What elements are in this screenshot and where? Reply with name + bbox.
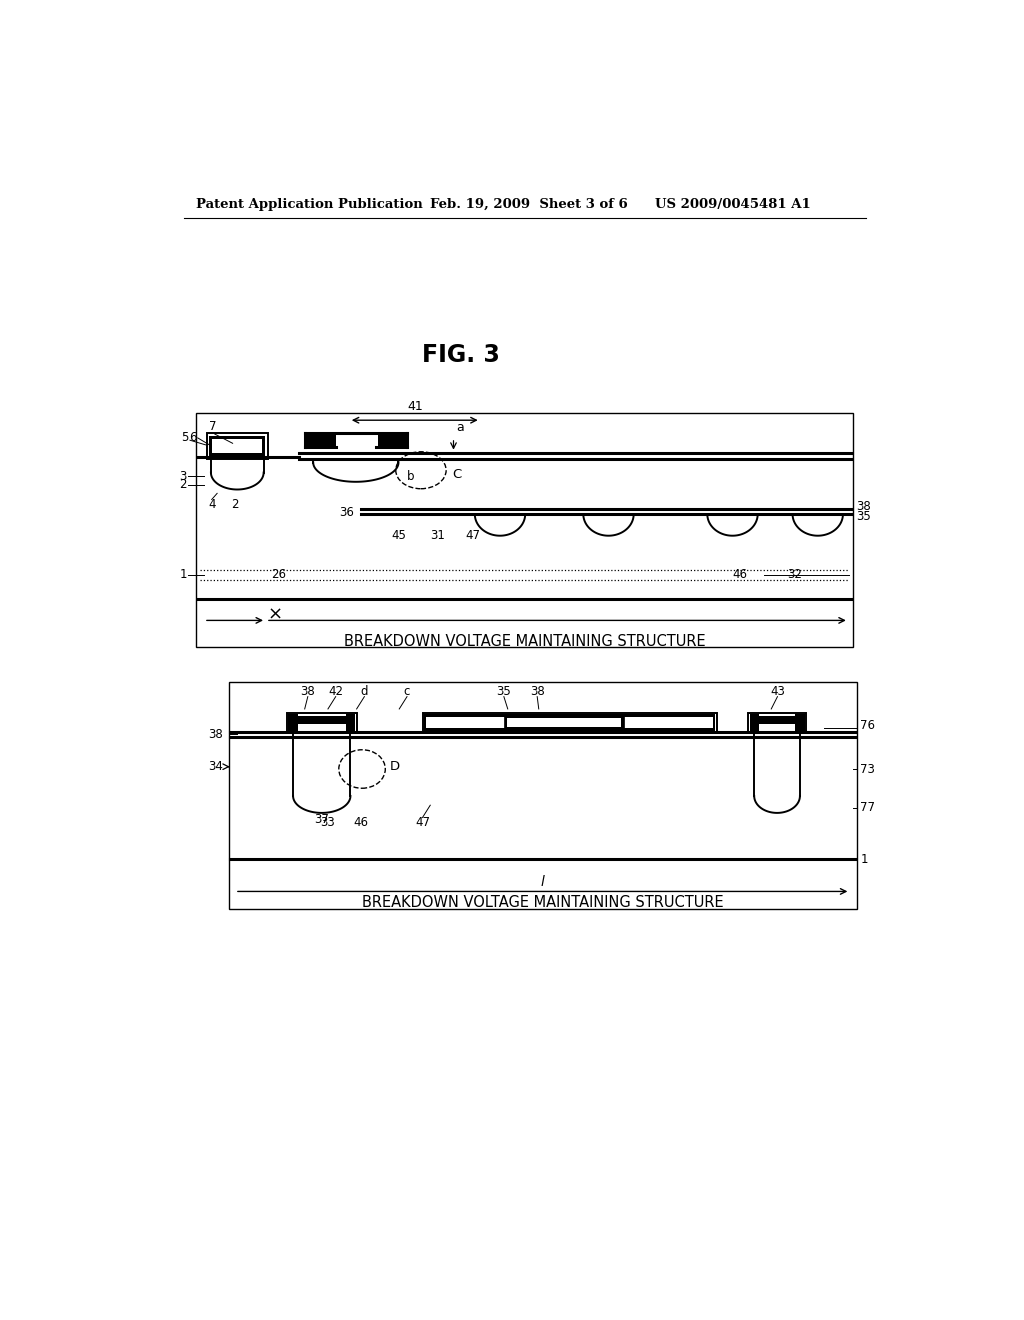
Bar — [346, 714, 355, 730]
Bar — [424, 714, 716, 730]
Text: 73: 73 — [860, 763, 876, 776]
Text: 37: 37 — [314, 813, 329, 825]
Text: 46: 46 — [733, 569, 748, 582]
Text: 34: 34 — [208, 760, 222, 774]
Text: 42: 42 — [329, 685, 343, 698]
Bar — [426, 717, 713, 729]
Bar — [507, 718, 621, 726]
Bar — [504, 715, 624, 730]
Text: C: C — [452, 467, 461, 480]
Text: 7: 7 — [209, 420, 217, 433]
Text: 4: 4 — [208, 499, 215, 511]
Text: Patent Application Publication: Patent Application Publication — [197, 198, 423, 211]
Bar — [287, 713, 356, 733]
Bar — [381, 437, 400, 446]
Text: 2: 2 — [179, 478, 187, 491]
Bar — [748, 713, 806, 733]
Text: 77: 77 — [860, 801, 876, 814]
Text: ×: × — [267, 606, 283, 623]
Text: 38: 38 — [208, 727, 222, 741]
Text: 32: 32 — [787, 569, 802, 582]
Bar — [796, 714, 805, 730]
Text: 36: 36 — [339, 506, 354, 519]
Text: a: a — [457, 421, 464, 434]
Bar — [759, 715, 796, 723]
Bar — [197, 413, 853, 647]
Text: 26: 26 — [271, 569, 287, 582]
Text: 43: 43 — [770, 685, 784, 698]
Bar — [423, 713, 717, 733]
Text: FIG. 3: FIG. 3 — [422, 343, 500, 367]
Text: 6: 6 — [188, 430, 197, 444]
Bar — [207, 433, 267, 459]
Text: 2: 2 — [231, 499, 239, 511]
Text: 35: 35 — [497, 685, 511, 698]
Text: 46: 46 — [353, 816, 368, 829]
Text: 1: 1 — [179, 569, 187, 582]
Bar — [298, 715, 346, 723]
Text: US 2009/0045481 A1: US 2009/0045481 A1 — [655, 198, 811, 211]
Bar — [750, 714, 759, 730]
Text: 47: 47 — [465, 529, 480, 543]
Text: 5: 5 — [181, 430, 188, 444]
Text: 1: 1 — [860, 853, 868, 866]
Bar — [209, 436, 265, 457]
Text: 38: 38 — [856, 500, 871, 513]
Text: BREAKDOWN VOLTAGE MAINTAINING STRUCTURE: BREAKDOWN VOLTAGE MAINTAINING STRUCTURE — [361, 895, 723, 911]
Text: 38: 38 — [529, 685, 545, 698]
Text: D: D — [390, 760, 400, 774]
Text: 35: 35 — [856, 510, 871, 523]
Text: 76: 76 — [860, 719, 876, 733]
Bar — [228, 682, 856, 909]
Bar — [311, 437, 331, 446]
Text: c: c — [403, 685, 411, 698]
Text: 47: 47 — [415, 816, 430, 829]
Text: 31: 31 — [430, 529, 445, 543]
Text: 45: 45 — [392, 529, 407, 543]
Text: 38: 38 — [300, 685, 315, 698]
Text: l: l — [541, 875, 545, 890]
Bar — [289, 714, 298, 730]
Text: 41: 41 — [407, 400, 423, 412]
Text: 33: 33 — [321, 816, 335, 829]
Bar — [378, 434, 407, 446]
Bar — [306, 434, 336, 446]
Text: BREAKDOWN VOLTAGE MAINTAINING STRUCTURE: BREAKDOWN VOLTAGE MAINTAINING STRUCTURE — [344, 635, 706, 649]
Text: 3: 3 — [179, 470, 187, 483]
Text: b: b — [407, 470, 415, 483]
Text: d: d — [360, 685, 368, 698]
Bar — [212, 438, 262, 453]
Text: Feb. 19, 2009  Sheet 3 of 6: Feb. 19, 2009 Sheet 3 of 6 — [430, 198, 628, 211]
